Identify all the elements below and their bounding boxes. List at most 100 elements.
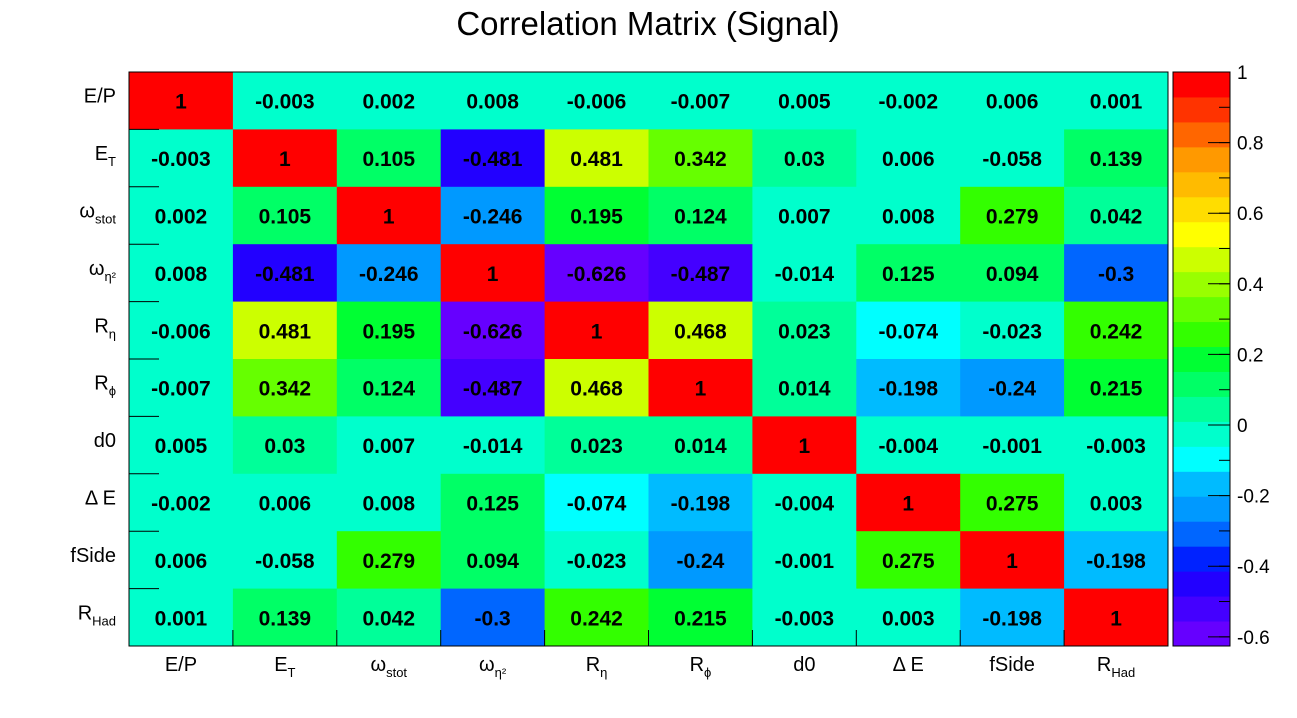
cell-value-label: -0.481 <box>255 263 315 286</box>
y-axis-labels: E/P ET ωstot ωη² Rη Rϕ d0 Δ E fSide RHad <box>70 86 116 629</box>
cell-value-label: 0.342 <box>259 378 312 401</box>
heatmap-cell <box>129 301 234 360</box>
cell-value-label: 0.124 <box>674 206 727 229</box>
cell-value-label: -0.003 <box>1086 435 1146 458</box>
x-label-stot: ωstot <box>370 654 407 680</box>
cell-value-label: 0.105 <box>362 148 415 171</box>
cell-value-label: 0.006 <box>259 493 312 516</box>
heatmap-cell <box>752 301 857 360</box>
chart-title: Correlation Matrix (Signal) <box>456 5 839 42</box>
cell-value-label: 0.006 <box>155 550 208 573</box>
x-label-r: Rη <box>586 654 608 680</box>
heatmap-cell <box>336 588 442 647</box>
colorbar-segment <box>1173 421 1230 447</box>
heatmap-cell <box>129 531 234 590</box>
cell-value-label: -0.626 <box>567 263 627 286</box>
cell-value-label: 1 <box>1006 550 1018 573</box>
heatmap-cell <box>960 301 1065 360</box>
heatmap-cell <box>752 588 857 647</box>
colorbar-segment <box>1173 271 1230 298</box>
cell-value-label: -0.058 <box>255 550 315 573</box>
cell-value-label: 0.195 <box>570 206 623 229</box>
cell-value-label: 0.094 <box>986 263 1039 286</box>
heatmap-cell <box>129 244 234 303</box>
heatmap-cell <box>752 416 857 475</box>
heatmap-cell <box>232 301 338 360</box>
cell-value-label: -0.198 <box>1086 550 1146 573</box>
colorbar-segment <box>1173 246 1230 273</box>
cell-value-label: -0.198 <box>671 493 731 516</box>
heatmap-cell <box>752 72 857 130</box>
cell-value-label: -0.004 <box>775 493 835 516</box>
heatmap-cell <box>544 359 649 417</box>
cell-value-label: 0.481 <box>570 148 623 171</box>
heatmap-cell <box>129 588 234 647</box>
colorbar-frame <box>1172 71 1231 647</box>
cell-value-label: -0.001 <box>982 435 1042 458</box>
heatmap-cell <box>544 473 649 532</box>
heatmap-cell <box>856 416 961 475</box>
colorbar-segment <box>1173 371 1230 397</box>
heatmap-cell <box>129 359 234 417</box>
heatmap-cell <box>232 588 338 647</box>
colorbar-segment <box>1173 196 1230 223</box>
colorbar-segment <box>1173 571 1230 597</box>
colorbar-segment <box>1173 146 1230 173</box>
heatmap-cell <box>960 72 1065 130</box>
cell-value-label: -0.007 <box>671 91 731 114</box>
heatmap-cell <box>232 72 338 130</box>
heatmap-cell <box>232 473 338 532</box>
heatmap-cell <box>336 416 442 475</box>
colorbar-segment <box>1173 471 1230 497</box>
cell-value-label: 0.03 <box>264 435 305 458</box>
heatmap-cell <box>856 244 961 303</box>
heatmap-cell <box>960 588 1065 647</box>
heatmap-cell <box>752 129 857 188</box>
cell-value-label: -0.246 <box>359 263 419 286</box>
colorbar-tick-label: -0.4 <box>1237 557 1270 578</box>
heatmap-cell <box>1064 244 1169 303</box>
heatmap-cell <box>336 244 442 303</box>
colorbar-tick-label: 0.8 <box>1237 134 1263 155</box>
colorbar-segment <box>1173 296 1230 323</box>
cell-value-label: -0.023 <box>567 550 627 573</box>
heatmap-cell <box>336 359 442 417</box>
cell-value-label: 0.002 <box>155 206 208 229</box>
cell-value-label: 1 <box>175 91 187 114</box>
heatmap-cell <box>1064 531 1169 590</box>
cell-value-label: -0.003 <box>775 607 835 630</box>
colorbar-segment <box>1173 72 1230 98</box>
heatmap-cell <box>752 244 857 303</box>
cell-value-label: 0.468 <box>570 378 623 401</box>
heatmap-cell <box>440 244 546 303</box>
heatmap-cell <box>544 244 649 303</box>
cell-value-label: 0.003 <box>882 607 935 630</box>
y-label-d0: d0 <box>94 430 116 452</box>
heatmap-cell <box>1064 72 1169 130</box>
cell-value-label: -0.014 <box>463 435 523 458</box>
heatmap-cell <box>856 531 961 590</box>
heatmap-cell <box>648 588 753 647</box>
cell-value-label: 0.242 <box>570 607 623 630</box>
y-label-stot: ωstot <box>79 201 116 227</box>
heatmap-cell <box>960 416 1065 475</box>
cell-value-label: 0.042 <box>1090 206 1143 229</box>
cell-value-label: -0.003 <box>151 148 211 171</box>
y-label-e: Δ E <box>85 488 116 510</box>
heatmap-cell <box>856 588 961 647</box>
cell-value-label: -0.24 <box>677 550 725 573</box>
heatmap-cell <box>544 588 649 647</box>
heatmap-cell <box>648 244 753 303</box>
heatmap-cell <box>440 129 546 188</box>
heatmap-cell <box>648 72 753 130</box>
heatmap-cell <box>336 72 442 130</box>
heatmap-cell <box>960 531 1065 590</box>
heatmap-cell <box>129 129 234 188</box>
x-axis-labels: E/P ET ωstot ωη² Rη Rϕ d0 Δ E fSide RHad <box>165 654 1135 680</box>
cell-value-label: -0.3 <box>1098 263 1134 286</box>
cell-value-label: 0.003 <box>1090 493 1143 516</box>
heatmap-cell <box>232 129 338 188</box>
cell-value-label: 0.215 <box>674 607 727 630</box>
colorbar-tick-label: -0.6 <box>1237 628 1270 649</box>
x-label-rhad: RHad <box>1097 654 1135 680</box>
